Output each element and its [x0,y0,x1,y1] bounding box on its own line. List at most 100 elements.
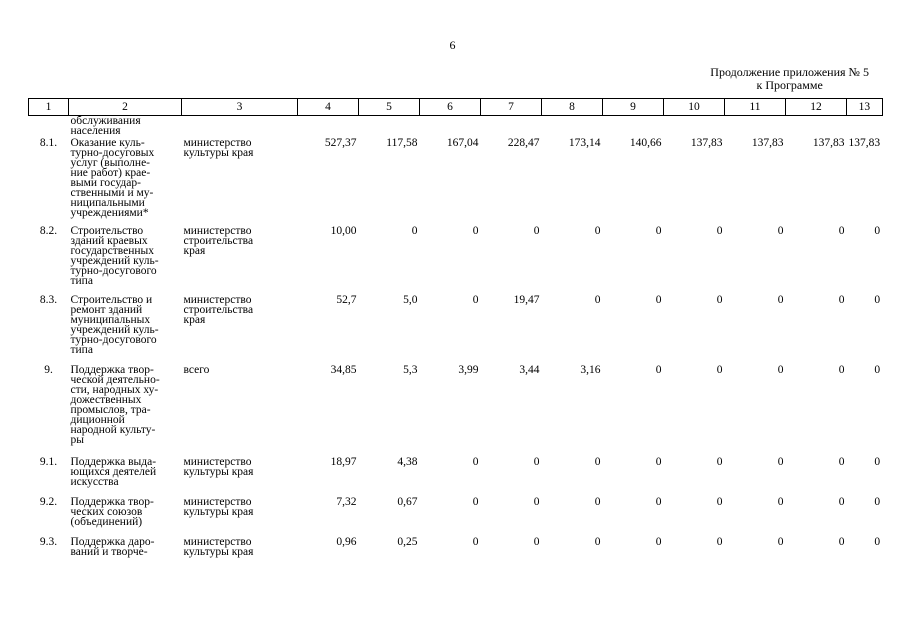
activity-name-line: учреждениями* [70,207,149,219]
cell-value-col-9: 0 [655,536,662,548]
activity-name-line: ремонт зданий [70,304,143,316]
activity-name-line: ниципальными [70,197,145,209]
activity-name-line: типа [70,344,93,356]
cell-index: 9.1. [39,456,58,468]
cell-value-col-6: 0 [472,456,479,468]
table-row: 9.1. Поддержка выда-ющихся деятелей искусс… [29,456,883,497]
cell-value-col-6: 0 [472,225,479,237]
activity-name-line: искусства [70,476,119,488]
responsible-line: министерство [183,225,252,237]
activity-name-line: государственных [70,245,155,257]
activity-name-line: (объединений) [70,516,143,528]
header-cell-2: 2 [68,98,182,116]
activity-name-line: Поддержка твор- [70,496,154,508]
cell-activity-name: Строительство и ремонт зданий муниципальны… [69,294,182,365]
cell-value-col-8: 0 [594,456,601,468]
activity-name-line: диционной [70,414,125,426]
cell-value-col-13: 0 [874,225,881,237]
cell-value-col-13: 0 [874,364,881,376]
fragment-line-1: обслуживания [70,115,141,127]
cell-value-col-9: 0 [655,225,662,237]
responsible-line: культуры края [183,506,254,518]
header-cell-1: 1 [28,98,69,116]
table-row-fragment: обслуживания населения [29,115,883,139]
cell-value-col-8: 0 [594,294,601,306]
cell-index: 8.2. [39,225,58,237]
cell-value-col-9: 0 [655,496,662,508]
cell-value-col-11: 0 [777,364,784,376]
cell-value-col-5: 0,25 [397,536,418,548]
responsible-line: культуры края [183,466,254,478]
cell-value-col-6: 0 [472,294,479,306]
cell-value-col-9: 140,66 [629,137,662,149]
cell-value-col-9: 0 [655,294,662,306]
cell-value-col-10: 0 [716,536,723,548]
cell-value-col-10: 0 [716,225,723,237]
responsible-line: министерство [183,496,252,508]
cell-index: 8.3. [39,294,58,306]
cell-value-col-12: 0 [838,536,845,548]
activity-name-line: муниципальных [70,314,151,326]
cell-value-col-10: 137,83 [690,137,723,149]
cell-value-col-5: 0 [411,225,418,237]
activity-name-line: Строительство [70,225,144,237]
cell-value-col-13: 137,83 [848,137,881,149]
activity-name-line: ющихся деятелей [70,466,157,478]
cell-activity-name: Оказание куль-турно-досуговых услуг (выпо… [69,137,182,226]
table-row: 9. Поддержка твор-ческой деятельно-сти, н… [29,364,883,457]
cell-value-col-6: 0 [472,536,479,548]
table-row: 8.3. Строительство и ремонт зданий муниципа… [29,294,883,365]
cell-value-col-12: 0 [838,496,845,508]
cell-value-col-7: 19,47 [513,294,540,306]
appendix-note-line-2: к Программе [756,78,823,92]
cell-value-col-10: 0 [716,294,723,306]
cell-value-col-11: 137,83 [751,137,784,149]
cell-value-col-4: 34,85 [330,364,357,376]
responsible-line: всего [183,364,210,376]
header-cell-4: 4 [297,98,359,116]
cell-value-col-4: 527,37 [324,137,357,149]
cell-value-col-7: 228,47 [507,137,540,149]
responsible-line: министерство [183,456,252,468]
cell-value-col-7: 0 [533,456,540,468]
responsible-line: края [183,245,206,257]
activity-name-line: зданий краевых [70,235,148,247]
activity-name-line: сти, народных ху- [70,384,159,396]
cell-responsible: министерство культуры края [182,456,298,497]
responsible-line: министерство [183,137,252,149]
fragment-line-2: населения [70,125,121,137]
activity-name-line: учреждений куль- [70,324,159,336]
activity-name-line: ние работ) крае- [70,167,151,179]
responsible-line: министерство [183,294,252,306]
cell-value-col-12: 0 [838,456,845,468]
budget-table: 1 2 3 4 5 6 7 8 9 10 11 12 13 обслуживания населения… [28,98,883,567]
cell-activity-name: Строительство зданий краевых государственн… [69,225,182,295]
cell-value-col-4: 52,7 [336,294,357,306]
cell-value-col-4: 7,32 [336,496,357,508]
header-cell-3: 3 [181,98,298,116]
cell-value-col-6: 167,04 [446,137,479,149]
cell-value-col-7: 0 [533,225,540,237]
activity-name-line: дожественных [70,394,142,406]
header-cell-10: 10 [663,98,725,116]
cell-value-col-11: 0 [777,496,784,508]
cell-empty [182,116,883,139]
responsible-line: строительства [183,235,254,247]
activity-name-line: ры [70,434,84,446]
cell-value-col-5: 5,0 [403,294,418,306]
cell-index: 9. [44,364,53,376]
cell-value-col-11: 0 [777,536,784,548]
activity-name-line: Поддержка выда- [70,456,157,468]
cell-value-col-8: 0 [594,496,601,508]
activity-name-line: народной культу- [70,424,156,436]
responsible-line: культуры края [183,546,254,558]
activity-name-line: турно-досуговых [70,147,155,159]
cell-activity-name: Поддержка твор-ческой деятельно-сти, нар… [69,364,182,457]
cell-value-col-12: 0 [838,294,845,306]
cell-value-col-13: 0 [874,294,881,306]
header-cell-13: 13 [846,98,883,116]
header-cell-6: 6 [419,98,481,116]
cell-value-col-5: 5,3 [403,364,418,376]
activity-name-line: ческой деятельно- [70,374,160,386]
cell-responsible: министерство культуры края [182,536,298,567]
